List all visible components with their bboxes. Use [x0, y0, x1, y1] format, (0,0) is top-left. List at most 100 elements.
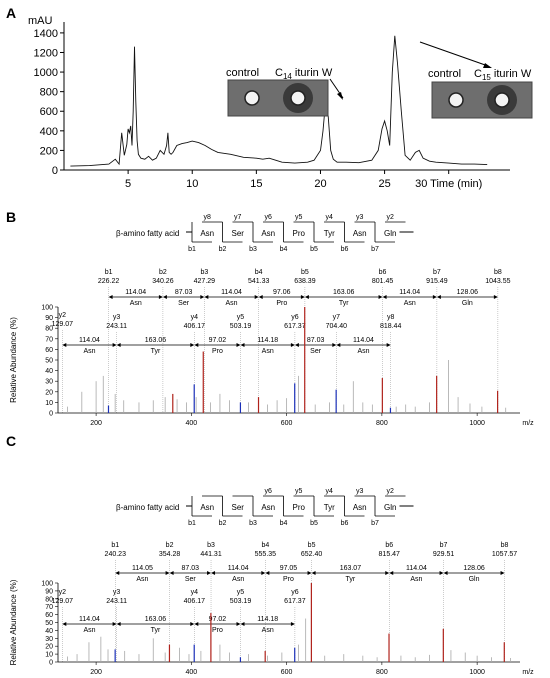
annotation-arrowhead: [483, 63, 492, 68]
b-delta-arrowhead: [169, 571, 174, 575]
y-delta-arrowhead: [240, 343, 245, 347]
y-ion-name: y6: [291, 314, 299, 321]
scheme-b-ion: b1: [188, 520, 196, 527]
b-delta-arrowhead: [439, 571, 444, 575]
y-delta-mass: 163.06: [145, 616, 167, 623]
y-delta-arrowhead: [112, 622, 117, 626]
b-ion-mz: 340.26: [152, 278, 174, 285]
scheme-y-ion: y7: [234, 214, 242, 221]
scheme-y-ion: y4: [326, 488, 334, 495]
scheme-b-ion: b4: [280, 520, 288, 527]
annotation-compound-label: C14 iturin W: [275, 67, 333, 81]
b-delta-arrowhead: [436, 295, 441, 299]
y-tick-label: 100: [41, 581, 53, 588]
b-delta-arrowhead: [432, 295, 437, 299]
y-delta-mass: 114.18: [257, 337, 278, 344]
y-tick-label: 200: [40, 145, 58, 157]
y-tick-label: 70: [45, 604, 53, 611]
scheme-b-ion: b4: [280, 246, 288, 253]
y-ion-name: y5: [237, 589, 245, 596]
b-ion-mz: 929.51: [433, 551, 455, 558]
scheme-y-ion: y2: [387, 488, 395, 495]
y-tick-label: 1400: [34, 28, 58, 40]
scheme-residue: Gln: [384, 229, 396, 238]
scheme-y-ion: y4: [326, 214, 334, 221]
y-tick-label: 10: [45, 400, 53, 407]
y-tick-label: 20: [45, 644, 53, 651]
b-delta-arrowhead: [493, 295, 498, 299]
b-delta-residue: Asn: [130, 300, 142, 307]
y-ion-mz: 406.17: [184, 323, 206, 330]
x-tick-label: 200: [90, 669, 102, 676]
y-tick-label: 20: [45, 389, 53, 396]
b-delta-arrowhead: [211, 571, 216, 575]
y-tick-label: 80: [45, 596, 53, 603]
y-axis-label: Relative Abundance (%): [9, 579, 18, 665]
scheme-residue: Tyr: [324, 503, 335, 512]
b-delta-residue: Asn: [404, 300, 416, 307]
y-delta-residue: Asn: [357, 348, 369, 355]
b-delta-arrowhead: [385, 571, 390, 575]
y-ion-mz: 129.07: [52, 321, 74, 328]
y-delta-arrowhead: [290, 343, 295, 347]
x-tick-label: 20: [314, 178, 326, 190]
b-ion-ladder: b1 240.23 b2 354.28 b3 441.31 b4 555.35 b5 652.40…: [105, 542, 517, 662]
b-delta-arrowhead: [304, 295, 309, 299]
b-ion-name: b2: [166, 542, 174, 549]
y-delta-residue: Asn: [262, 627, 274, 634]
b-delta-arrowhead: [204, 295, 209, 299]
x-tick-label: 1000: [469, 420, 485, 427]
b-ion-name: b8: [494, 269, 502, 276]
b-delta-mass: 163.07: [340, 565, 362, 572]
y-ion-name: y4: [191, 589, 199, 596]
annotation-arrowhead: [337, 92, 343, 100]
y-delta-mass: 97.02: [209, 337, 227, 344]
b-ion-name: b6: [379, 269, 387, 276]
scheme-b-ion: b3: [249, 246, 257, 253]
b-ion-mz: 1043.55: [485, 278, 510, 285]
scheme-residue: Asn: [261, 503, 275, 512]
y-delta-mass: 97.02: [209, 616, 227, 623]
b-ion-name: b3: [207, 542, 215, 549]
scheme-residue: Asn: [353, 229, 367, 238]
scheme-residue: Asn: [200, 503, 214, 512]
b-delta-mass: 114.04: [228, 565, 249, 572]
scheme-prefix: β-amino fatty acid: [116, 229, 179, 238]
y-ion-mz: 406.17: [184, 598, 206, 605]
b-delta-residue: Asn: [136, 576, 148, 583]
annotation-arrow: [419, 41, 489, 67]
b-delta-arrowhead: [108, 295, 113, 299]
b-delta-residue: Ser: [185, 576, 197, 583]
x-tick-label: 5: [125, 178, 131, 190]
b-ion-name: b6: [385, 542, 393, 549]
y-tick-label: 50: [45, 358, 53, 365]
y-ion-ladder: y2 129.07 y3 243.11 y4 406.17 y5 503.19 y6 617.37…: [52, 312, 401, 413]
b-ion-name: b5: [308, 542, 316, 549]
y-delta-arrowhead: [190, 622, 195, 626]
scheme-b-ion: b6: [341, 246, 349, 253]
y-tick-label: 0: [52, 165, 58, 177]
scheme-residue: Pro: [293, 503, 306, 512]
x-tick-label: 600: [281, 420, 293, 427]
b-delta-arrowhead: [200, 295, 205, 299]
b-delta-mass: 163.06: [333, 289, 355, 296]
y-delta-arrowhead: [62, 622, 67, 626]
y-ion-mz: 617.37: [284, 323, 306, 330]
y-ion-mz: 704.40: [326, 323, 348, 330]
y-tick-label: 0: [49, 411, 53, 418]
scheme-residue: Tyr: [324, 229, 335, 238]
b-delta-arrowhead: [265, 571, 270, 575]
b-delta-mass: 87.03: [175, 289, 193, 296]
b-ion-mz: 1057.57: [492, 551, 517, 558]
panel-letter-a: A: [6, 5, 16, 21]
spectrum-panel-b: β-amino fatty acid Asn y8 b1 Ser y7 b2 Asn y6 b3 P…: [9, 214, 534, 427]
y-delta-residue: Asn: [83, 627, 95, 634]
b-delta-residue: Gln: [469, 576, 480, 583]
spectrum-panel-c: β-amino fatty acid Asn b1 Ser b2 Asn y6 b3 Pro y5…: [9, 488, 534, 676]
x-tick-label: 600: [281, 669, 293, 676]
b-ion-name: b1: [105, 269, 113, 276]
scheme-b-ion: b2: [219, 246, 227, 253]
y-ion-name: y7: [333, 314, 341, 321]
b-ion-mz: 638.39: [294, 278, 316, 285]
b-ion-name: b1: [111, 542, 119, 549]
